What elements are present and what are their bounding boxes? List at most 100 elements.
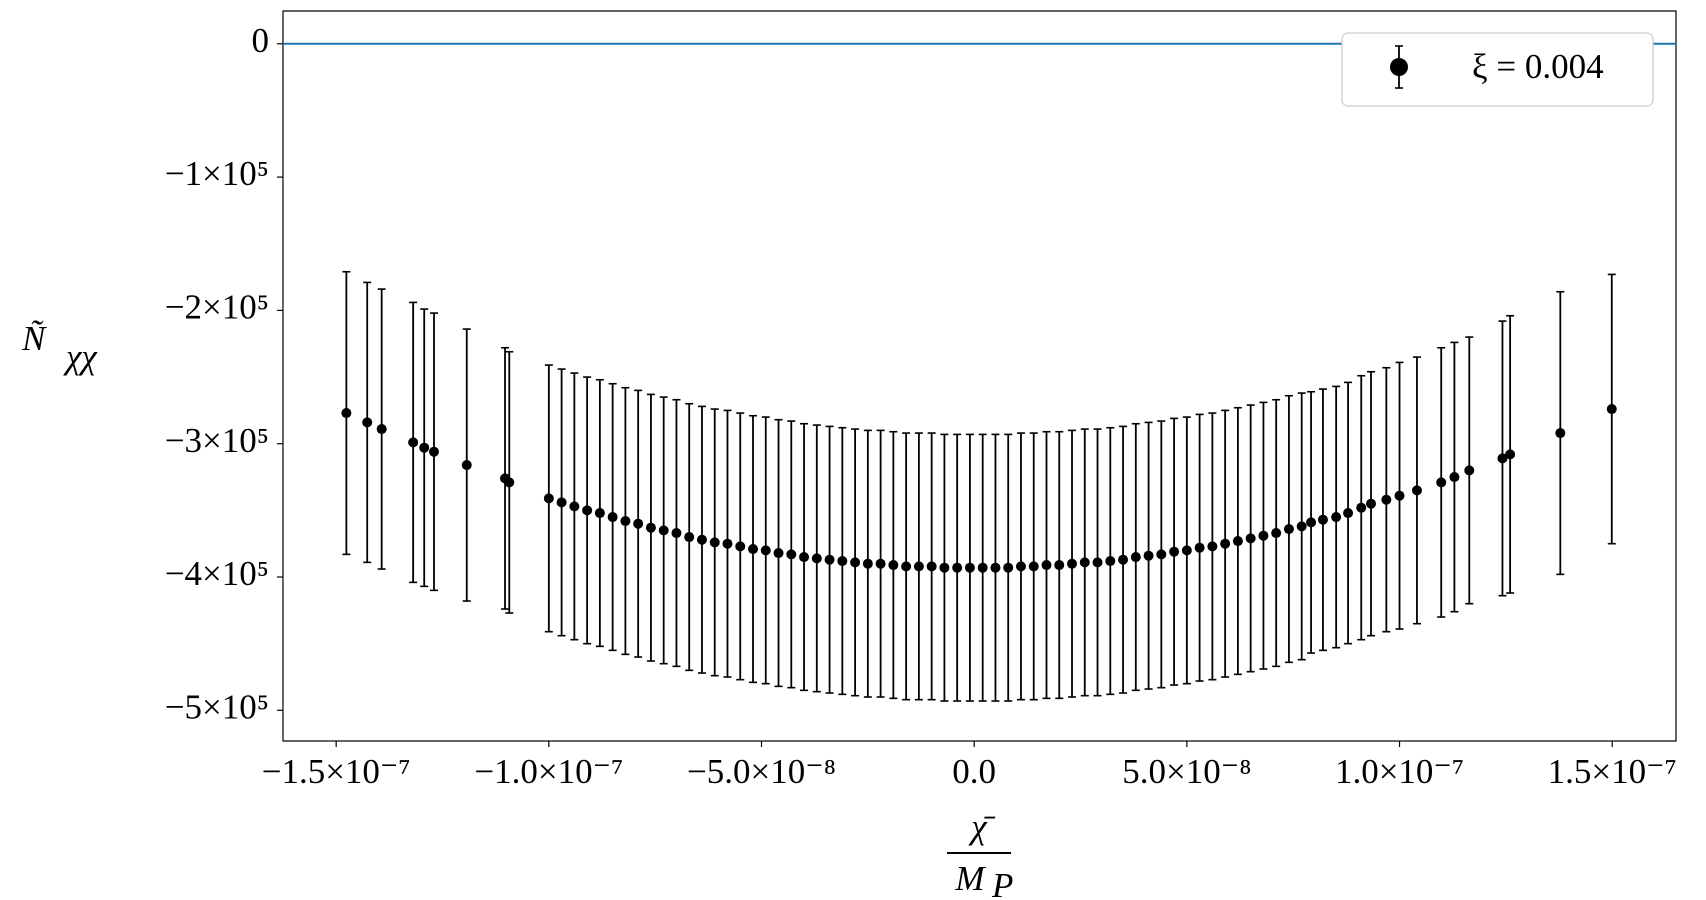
point [1331, 512, 1342, 523]
point [735, 541, 746, 552]
point [1028, 561, 1039, 572]
point [952, 562, 963, 573]
point [773, 548, 784, 559]
point [1394, 490, 1405, 501]
point [671, 528, 682, 539]
point [1411, 485, 1422, 496]
legend-label: ξ = 0.004 [1472, 47, 1604, 86]
plot-frame [282, 10, 1677, 742]
legend: ξ = 0.004 [1341, 32, 1654, 107]
point [1271, 528, 1282, 539]
point [362, 417, 373, 428]
y-tick-label: −2×10⁵ [165, 287, 269, 326]
point [811, 553, 822, 564]
series [341, 270, 1617, 702]
y-tick-label: −5×10⁵ [165, 687, 269, 726]
point [990, 562, 1001, 573]
point [1169, 546, 1180, 557]
point [1232, 536, 1243, 547]
point [1181, 545, 1192, 556]
point [1366, 498, 1377, 509]
point [862, 558, 873, 569]
point [1505, 449, 1516, 460]
point [1015, 561, 1026, 572]
point [760, 545, 771, 556]
point [1283, 524, 1294, 535]
y-tick-label: −1×10⁵ [165, 154, 269, 193]
point [901, 561, 912, 572]
point [850, 557, 861, 568]
point [607, 512, 618, 523]
point [633, 518, 644, 529]
point [1258, 530, 1269, 541]
legend-marker [1390, 58, 1408, 76]
point [1497, 453, 1508, 464]
y-tick-label: 0 [252, 21, 270, 60]
x-label-denominator: M [954, 859, 986, 898]
x-axis-label: χ̄ M P [947, 807, 1013, 900]
point [419, 442, 430, 453]
point [837, 556, 848, 567]
point [1194, 542, 1205, 553]
point [786, 549, 797, 560]
point [1207, 541, 1218, 552]
point [964, 562, 975, 573]
point [1156, 549, 1167, 560]
x-tick-label: −1.0×10⁻⁷ [474, 752, 623, 791]
point [888, 560, 899, 571]
point [1449, 472, 1460, 483]
point [1306, 517, 1317, 528]
point [824, 554, 835, 565]
point [1606, 404, 1617, 415]
point [543, 493, 554, 504]
y-label-main: Ñ [21, 319, 47, 358]
point [504, 477, 515, 488]
x-label-denominator-sub: P [991, 866, 1013, 900]
x-tick-label: 5.0×10⁻⁸ [1122, 752, 1251, 791]
point [569, 501, 580, 512]
y-axis-label: Ñ χχ [21, 319, 98, 376]
point [709, 537, 720, 548]
y-tick-label: −4×10⁵ [165, 554, 269, 593]
x-label-numerator: χ̄ [968, 807, 995, 846]
point [696, 534, 707, 545]
point [977, 562, 988, 573]
point [1054, 560, 1065, 571]
point [594, 508, 605, 519]
point [1296, 521, 1307, 532]
point [1041, 560, 1052, 571]
point [913, 561, 924, 572]
point [620, 516, 631, 527]
point [1343, 508, 1354, 519]
point [428, 446, 439, 457]
x-tick-label: 0.0 [952, 752, 996, 791]
point [1436, 477, 1447, 488]
point [1143, 550, 1154, 561]
point [939, 562, 950, 573]
point [1092, 557, 1103, 568]
x-tick-label: −1.5×10⁻⁷ [262, 752, 411, 791]
point [1464, 465, 1475, 476]
point [1317, 514, 1328, 525]
legend-box [1341, 32, 1654, 107]
point [748, 544, 759, 555]
point [684, 532, 695, 543]
point [1381, 494, 1392, 505]
x-tick-label: 1.5×10⁻⁷ [1548, 752, 1677, 791]
y-tick-label: −3×10⁵ [165, 421, 269, 460]
point [1118, 554, 1129, 565]
point [799, 552, 810, 563]
point [926, 561, 937, 572]
point [1105, 556, 1116, 567]
point [722, 538, 733, 549]
point [1079, 557, 1090, 568]
point [341, 408, 352, 419]
point [1130, 552, 1141, 563]
point [1003, 562, 1014, 573]
point [1220, 538, 1231, 549]
point [1067, 558, 1078, 569]
y-label-sub: χχ [63, 337, 98, 376]
point [1245, 533, 1256, 544]
point [1356, 502, 1367, 513]
